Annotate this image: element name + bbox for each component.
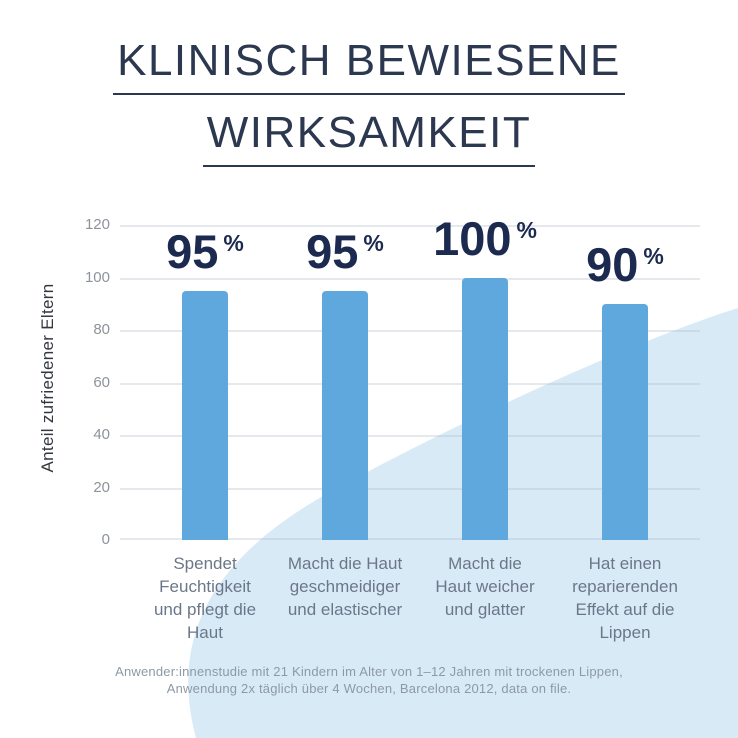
- bar-spendet-feuchtigkeit: [182, 290, 228, 540]
- percent-sign-2: %: [363, 229, 384, 256]
- category-1-line-4: Haut: [187, 623, 223, 642]
- value-number-4: 90: [586, 237, 639, 291]
- category-label-3: Macht die Haut weicher und glatter: [405, 552, 565, 621]
- y-tick-100: 100: [84, 268, 110, 286]
- value-label-2: 95%: [275, 224, 415, 279]
- category-2-line-2: geschmeidiger: [289, 577, 401, 596]
- category-2-line-1: Macht die Haut: [287, 554, 403, 573]
- value-label-1: 95%: [135, 224, 275, 279]
- category-label-4: Hat einen reparierenden Effekt auf die L…: [545, 552, 705, 644]
- gridline-120: [120, 225, 700, 227]
- percent-sign-3: %: [516, 216, 537, 243]
- bar-effekt-lippen: [602, 303, 648, 540]
- value-number-3: 100: [433, 211, 512, 265]
- y-tick-20: 20: [93, 478, 110, 496]
- gridline-60: [120, 382, 700, 385]
- percent-sign-1: %: [223, 229, 244, 256]
- gridline-0: [120, 538, 700, 540]
- gridline-100: [120, 277, 700, 280]
- page-title-line2: WIRKSAMKEIT: [202, 108, 536, 167]
- y-tick-0: 0: [101, 531, 110, 548]
- category-3-line-3: und glatter: [444, 600, 526, 619]
- category-4-line-3: Effekt auf die: [575, 600, 675, 619]
- y-axis-tick-labels: 120 100 80 60 40 20 0: [54, 216, 110, 548]
- value-label-4: 90%: [555, 237, 695, 292]
- category-4-line-1: Hat einen: [588, 554, 662, 573]
- category-3-line-2: Haut weicher: [435, 577, 535, 596]
- value-number-1: 95: [166, 224, 219, 278]
- page-title: KLINISCH BEWIESENE WIRKSAMKEIT: [0, 36, 738, 167]
- bar-geschmeidiger-elastischer: [322, 290, 368, 540]
- y-tick-80: 80: [93, 321, 110, 338]
- gridline-40: [120, 435, 700, 437]
- category-4-line-4: Lippen: [599, 623, 651, 642]
- category-label-2: Macht die Haut geschmeidiger und elastis…: [265, 552, 425, 621]
- bar-weicher-glatter: [462, 277, 508, 540]
- y-tick-60: 60: [93, 373, 110, 391]
- bar-chart-plot-area: 95% 95% 100% 90%: [120, 212, 700, 540]
- category-3-line-1: Macht die: [448, 554, 522, 573]
- footnote-line-1: Anwender:innenstudie mit 21 Kindern im A…: [115, 664, 623, 679]
- value-number-2: 95: [306, 224, 359, 278]
- y-tick-120: 120: [84, 216, 110, 233]
- category-2-line-3: und elastischer: [287, 600, 403, 619]
- gridline-20: [120, 487, 700, 490]
- category-1-line-3: und pflegt die: [153, 600, 257, 619]
- category-4-line-2: reparierenden: [572, 577, 678, 596]
- category-1-line-2: Feuchtigkeit: [159, 577, 251, 596]
- study-footnote: Anwender:innenstudie mit 21 Kindern im A…: [0, 663, 738, 697]
- footnote-line-2: Anwendung 2x täglich über 4 Wochen, Barc…: [166, 681, 572, 696]
- page-title-line1: KLINISCH BEWIESENE: [113, 36, 625, 95]
- percent-sign-4: %: [643, 242, 664, 269]
- category-label-1: Spendet Feuchtigkeit und pflegt die Haut: [125, 552, 285, 644]
- category-1-line-1: Spendet: [173, 554, 237, 573]
- value-label-3: 100%: [415, 211, 555, 266]
- gridline-80: [120, 330, 700, 332]
- y-tick-40: 40: [93, 426, 110, 443]
